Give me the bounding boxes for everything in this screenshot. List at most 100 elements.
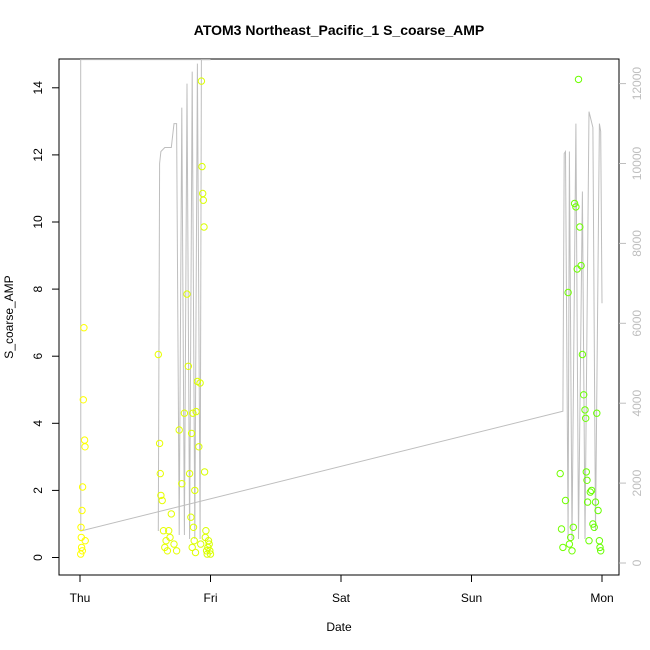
plot-frame [58,58,620,576]
y2-tick-label: 4000 [630,390,644,417]
data-point [184,362,193,370]
data-point [200,223,208,231]
y-tick-label: 0 [31,554,45,561]
data-point [595,537,604,545]
data-point [197,540,205,548]
data-point [561,496,570,505]
data-point [568,547,576,555]
data-point [77,543,86,552]
data-point [189,523,198,531]
x-tick-label: Thu [70,591,91,605]
data-point [574,75,583,84]
y2-tick-label: 8000 [630,230,644,257]
data-point [567,533,575,542]
data-point [167,510,176,518]
data-point [183,290,191,298]
data-point [154,350,163,359]
line-series-segment [157,59,211,540]
data-point [565,540,574,548]
x-tick-label: Sat [332,591,351,605]
data-point [199,189,207,198]
data-point [570,199,579,208]
data-point [590,523,598,531]
data-point [198,162,206,171]
data-point [159,527,168,535]
data-point [581,406,589,414]
data-point [583,476,591,484]
data-point [185,469,194,478]
data-point [564,288,572,297]
data-point [572,203,580,211]
line-series-segment [80,59,603,540]
x-tick-label: Sun [461,591,482,605]
y-axis: 0 2 4 6 8 10 12 14 [31,81,60,561]
data-point [196,379,204,387]
data-point [557,525,566,533]
data-point [191,548,200,557]
data-point [594,506,602,515]
data-point [156,469,165,478]
data-point [157,491,165,500]
data-point [585,537,593,545]
data-point [583,498,592,506]
data-point [578,350,587,359]
y2-tick-label: 2000 [630,469,644,496]
x-tick-label: Mon [590,591,613,605]
data-point [582,468,590,476]
data-point [556,469,564,478]
data-point [166,533,174,542]
y-tick-label: 8 [31,285,45,292]
y-tick-label: 4 [31,420,45,427]
x-tick-label: Fri [204,591,218,605]
data-point [569,523,577,531]
points-layer [77,75,605,558]
data-point [163,547,172,555]
y2-tick-label: 6000 [630,310,644,337]
data-point [587,486,596,495]
data-point [582,414,590,422]
y-axis-label: S_coarse_AMP [2,275,16,358]
data-point [158,496,166,505]
data-point [195,443,203,451]
x-axis: Thu Fri Sat Sun Mon [70,574,614,605]
data-point [191,486,199,495]
data-point [80,436,89,444]
data-point [577,261,585,270]
data-point [80,324,88,332]
x-axis-label: Date [326,620,352,634]
y2-tick-label: 0 [630,559,644,566]
data-point [197,77,206,85]
y-tick-label: 6 [31,353,45,360]
y-tick-label: 10 [31,215,45,229]
data-point [580,391,588,399]
data-point [78,483,87,491]
data-point [155,439,164,448]
y2-tick-label: 10000 [630,146,644,180]
data-point [576,223,584,231]
data-point [78,547,87,555]
data-point [165,527,173,535]
data-point [199,196,208,204]
data-point [586,488,594,496]
data-point [81,443,89,451]
y-tick-label: 12 [31,148,45,162]
data-point [78,506,86,515]
data-point [589,520,597,528]
data-point [192,407,200,416]
data-point [596,543,604,552]
data-point [206,550,215,558]
data-point [170,540,178,548]
data-point [187,429,196,438]
y2-tick-label: 12000 [630,67,644,101]
y-tick-label: 2 [31,487,45,494]
data-point [77,523,85,531]
data-point [206,547,214,555]
data-point [202,527,210,535]
data-point [178,480,186,488]
data-point [597,547,605,555]
data-point [591,498,600,506]
data-point [559,543,567,552]
data-point [200,468,209,476]
line-layer [80,59,603,540]
